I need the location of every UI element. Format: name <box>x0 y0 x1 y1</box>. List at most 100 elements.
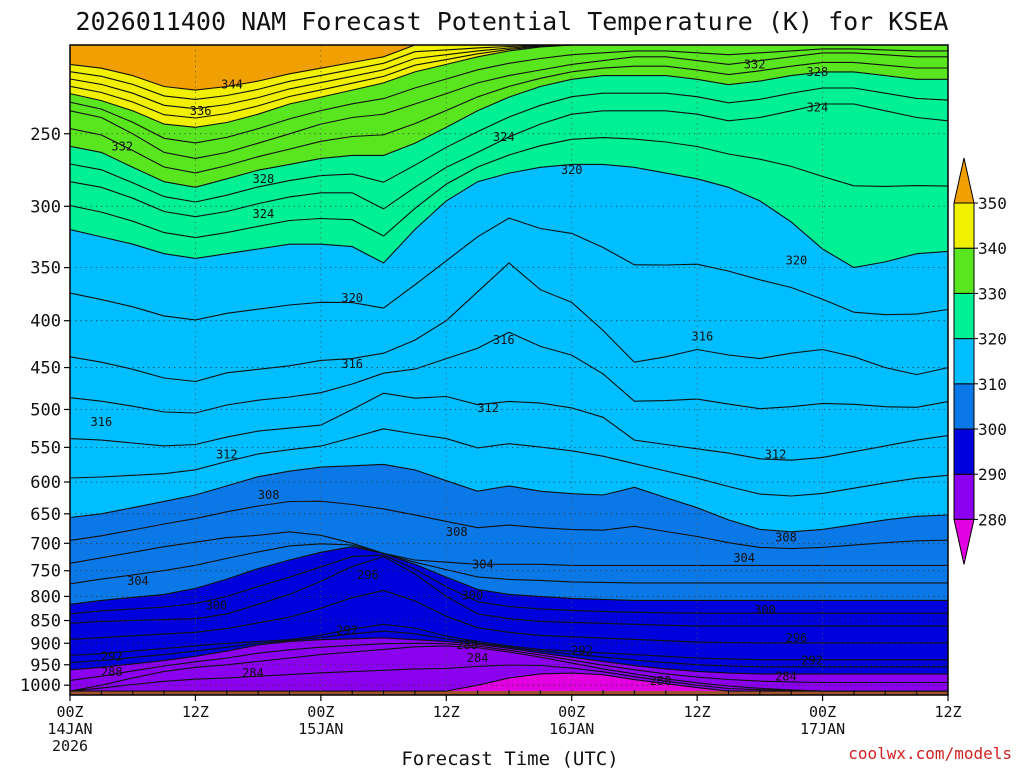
y-tick-label-300: 300 <box>30 197 61 217</box>
colorbar-bin-330 <box>953 247 975 294</box>
contour-label-320: 320 <box>561 163 583 177</box>
contour-label-300: 300 <box>754 603 776 617</box>
contour-label-292: 292 <box>336 624 358 638</box>
x-tick-label-0-1: 14JAN <box>47 720 92 738</box>
credit-text[interactable]: coolwx.com/models <box>848 744 1012 763</box>
y-tick-label-550: 550 <box>30 438 61 458</box>
x-tick-label-84-0: 12Z <box>934 703 961 721</box>
isentrope-294 <box>70 589 948 644</box>
contour-label-312: 312 <box>765 448 787 462</box>
contour-label-300: 300 <box>205 598 227 612</box>
x-tick-label-36-0: 12Z <box>433 703 460 721</box>
contour-label-344: 344 <box>221 78 243 92</box>
isentrope-338 <box>70 45 948 119</box>
isentrope-314 <box>70 331 948 414</box>
band-below-280 <box>70 673 948 695</box>
contour-label-320: 320 <box>786 254 808 268</box>
y-tick-label-250: 250 <box>30 125 61 145</box>
isentrope-318 <box>70 217 948 321</box>
colorbar-bin-300 <box>953 383 975 430</box>
contour-label-308: 308 <box>446 525 468 539</box>
colorbar-label-300: 300 <box>978 420 1007 439</box>
contour-label-328: 328 <box>807 65 829 79</box>
contour-label-292: 292 <box>571 643 593 657</box>
contour-label-324: 324 <box>253 207 275 221</box>
contour-label-328: 328 <box>253 172 275 186</box>
x-tick-label-48-0: 00Z <box>558 703 585 721</box>
filled-contours <box>70 45 948 695</box>
isentrope-322 <box>70 137 948 239</box>
x-tick-label-72-1: 17JAN <box>800 720 845 738</box>
isentrope-292 <box>70 623 948 661</box>
x-tick-label-12-0: 12Z <box>182 703 209 721</box>
colorbar-legend: 280 290 300 310 320 330 340 350 <box>953 157 1007 565</box>
isentrope-284 <box>70 645 948 692</box>
isentrope-302 <box>70 543 948 585</box>
contour-label-292: 292 <box>101 649 123 663</box>
colorbar-label-330: 330 <box>978 284 1007 303</box>
chart-title: 2026011400 NAM Forecast Potential Temper… <box>76 7 949 36</box>
isentrope-332 <box>70 52 948 159</box>
isentrope-308 <box>70 463 948 533</box>
contour-label-324: 324 <box>807 100 829 114</box>
contour-label-336: 336 <box>190 104 212 118</box>
y-tick-label-700: 700 <box>30 534 61 554</box>
isentrope-316 <box>70 262 948 383</box>
isentrope-334 <box>70 48 948 144</box>
contour-label-316: 316 <box>493 333 515 347</box>
contour-label-312: 312 <box>216 448 238 462</box>
colorbar-label-290: 290 <box>978 465 1007 484</box>
isentrope-330 <box>70 61 948 174</box>
isentrope-324 <box>70 103 948 218</box>
colorbar-label-280: 280 <box>978 510 1007 529</box>
isentrope-304 <box>70 531 948 566</box>
colorbar-top-arrow <box>953 157 975 204</box>
colorbar-label-340: 340 <box>978 239 1007 258</box>
isentrope-326 <box>70 87 948 203</box>
contour-label-292: 292 <box>801 654 823 668</box>
contour-label-288: 288 <box>101 665 123 679</box>
contour-label-332: 332 <box>111 139 133 153</box>
isentrope-286 <box>70 642 948 684</box>
colorbar-bin-320 <box>953 292 975 340</box>
isentrope-290 <box>70 630 948 668</box>
grid-lines <box>70 45 948 695</box>
y-tick-label-950: 950 <box>30 656 61 676</box>
colorbar-label-310: 310 <box>978 375 1007 394</box>
contour-labels: 344 336 332 332 328 328 324 324 324 320 320 320 316 3… <box>91 57 829 688</box>
contour-label-304: 304 <box>733 551 755 565</box>
x-tick-label-48-1: 16JAN <box>549 720 594 738</box>
isentrope-310 <box>70 428 948 497</box>
contour-label-320: 320 <box>341 291 363 305</box>
colorbar-bin-280 <box>953 473 975 520</box>
y-tick-label-600: 600 <box>30 473 61 493</box>
y-tick-label-800: 800 <box>30 587 61 607</box>
colorbar-label-320: 320 <box>978 330 1007 349</box>
contour-label-296: 296 <box>786 631 808 645</box>
isentrope-298 <box>70 554 948 615</box>
x-tick-label-60-0: 12Z <box>684 703 711 721</box>
isentrope-344 <box>70 45 948 91</box>
isentrope-288 <box>70 637 948 675</box>
colorbar-bottom-arrow <box>953 518 975 565</box>
y-tick-label-350: 350 <box>30 259 61 279</box>
isentrope-296 <box>70 556 948 627</box>
contour-label-284: 284 <box>467 651 489 665</box>
contour-label-300: 300 <box>462 588 484 602</box>
colorbar-bin-340 <box>953 202 975 249</box>
x-axis-label: Forecast Time (UTC) <box>401 748 618 768</box>
x-tick-label-0-0: 00Z <box>56 703 83 721</box>
isentrope-312 <box>70 392 948 461</box>
x-tick-label-0-2: 2026 <box>52 737 88 755</box>
contour-label-332: 332 <box>744 57 766 71</box>
x-tick-label-24-0: 00Z <box>307 703 334 721</box>
contour-label-308: 308 <box>258 488 280 502</box>
contour-label-316: 316 <box>91 415 113 429</box>
isentrope-328 <box>70 71 948 188</box>
contour-label-284: 284 <box>775 669 797 683</box>
contour-label-296: 296 <box>357 568 379 582</box>
contour-label-284: 284 <box>242 666 264 680</box>
isentrope-300 <box>70 546 948 605</box>
